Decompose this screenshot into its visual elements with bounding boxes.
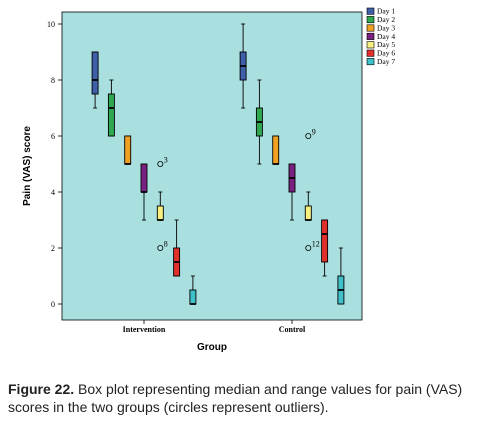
y-tick-label: 10 xyxy=(47,20,55,29)
x-axis: Intervention Control xyxy=(123,320,306,334)
figure-caption: Figure 22. Box plot representing median … xyxy=(8,380,494,416)
outlier-point xyxy=(157,244,164,251)
outliers-group: 3 8 9 12 xyxy=(157,128,320,251)
y-tick-label: 0 xyxy=(51,300,55,309)
y-tick-label: 4 xyxy=(51,188,55,197)
box-body xyxy=(272,135,280,165)
legend-swatch xyxy=(366,16,375,24)
box-day-6-intervention xyxy=(173,219,181,277)
box-series-group xyxy=(91,23,345,305)
box-day-5-control xyxy=(304,191,312,221)
box-day-7-control xyxy=(337,247,345,305)
x-category-label: Control xyxy=(279,325,306,334)
box-day-5-intervention xyxy=(156,191,164,221)
legend-swatch xyxy=(366,7,375,15)
legend-swatch xyxy=(366,24,375,32)
plot-area xyxy=(61,11,363,321)
outlier-label: 12 xyxy=(312,240,320,249)
y-tick-label: 6 xyxy=(51,132,55,141)
caption-label: Figure 22. xyxy=(8,381,75,397)
box-body xyxy=(321,219,329,263)
box-body xyxy=(156,205,164,221)
box-day-1-control xyxy=(239,23,247,109)
box-day-2-intervention xyxy=(107,79,115,137)
box-day-4-intervention xyxy=(140,163,148,221)
box-body xyxy=(304,205,312,221)
legend-label: Day 1 xyxy=(377,7,395,16)
legend-label: Day 3 xyxy=(377,23,395,32)
box-day-4-control xyxy=(288,163,296,221)
outlier-label: 3 xyxy=(164,156,168,165)
outlier-label: 9 xyxy=(312,128,316,137)
legend-swatch xyxy=(366,41,375,49)
outlier-point xyxy=(305,132,312,139)
box-day-7-intervention xyxy=(189,275,197,305)
box-plot-chart: 0 2 4 6 8 10 3 8 9 12 Intervention Control Pain (… xyxy=(22,6,396,353)
legend-label: Day 2 xyxy=(377,15,395,24)
box-day-3-control xyxy=(272,135,280,165)
box-day-2-control xyxy=(255,79,263,165)
box-body xyxy=(91,51,99,95)
y-axis-title: Pain (VAS) score xyxy=(22,126,33,206)
outlier-point xyxy=(157,160,164,167)
legend-swatch xyxy=(366,32,375,40)
y-axis: 0 2 4 6 8 10 xyxy=(47,20,62,309)
box-day-6-control xyxy=(321,219,329,277)
y-tick-label: 2 xyxy=(51,244,55,253)
legend-swatch xyxy=(366,49,375,57)
outlier-point xyxy=(305,244,312,251)
legend-label: Day 6 xyxy=(377,49,395,58)
caption-text: Box plot representing median and range v… xyxy=(8,381,463,415)
x-category-label: Intervention xyxy=(123,325,166,334)
box-body xyxy=(189,289,197,305)
x-axis-title: Group xyxy=(197,342,227,353)
box-day-1-intervention xyxy=(91,51,99,109)
legend-swatch xyxy=(366,58,375,66)
legend-label: Day 7 xyxy=(377,57,395,66)
box-body xyxy=(124,135,132,165)
box-body xyxy=(140,163,148,193)
outlier-label: 8 xyxy=(164,240,168,249)
legend-label: Day 4 xyxy=(377,32,395,41)
y-tick-label: 8 xyxy=(51,76,55,85)
box-day-3-intervention xyxy=(124,135,132,165)
box-body xyxy=(107,93,115,137)
legend-label: Day 5 xyxy=(377,40,395,49)
